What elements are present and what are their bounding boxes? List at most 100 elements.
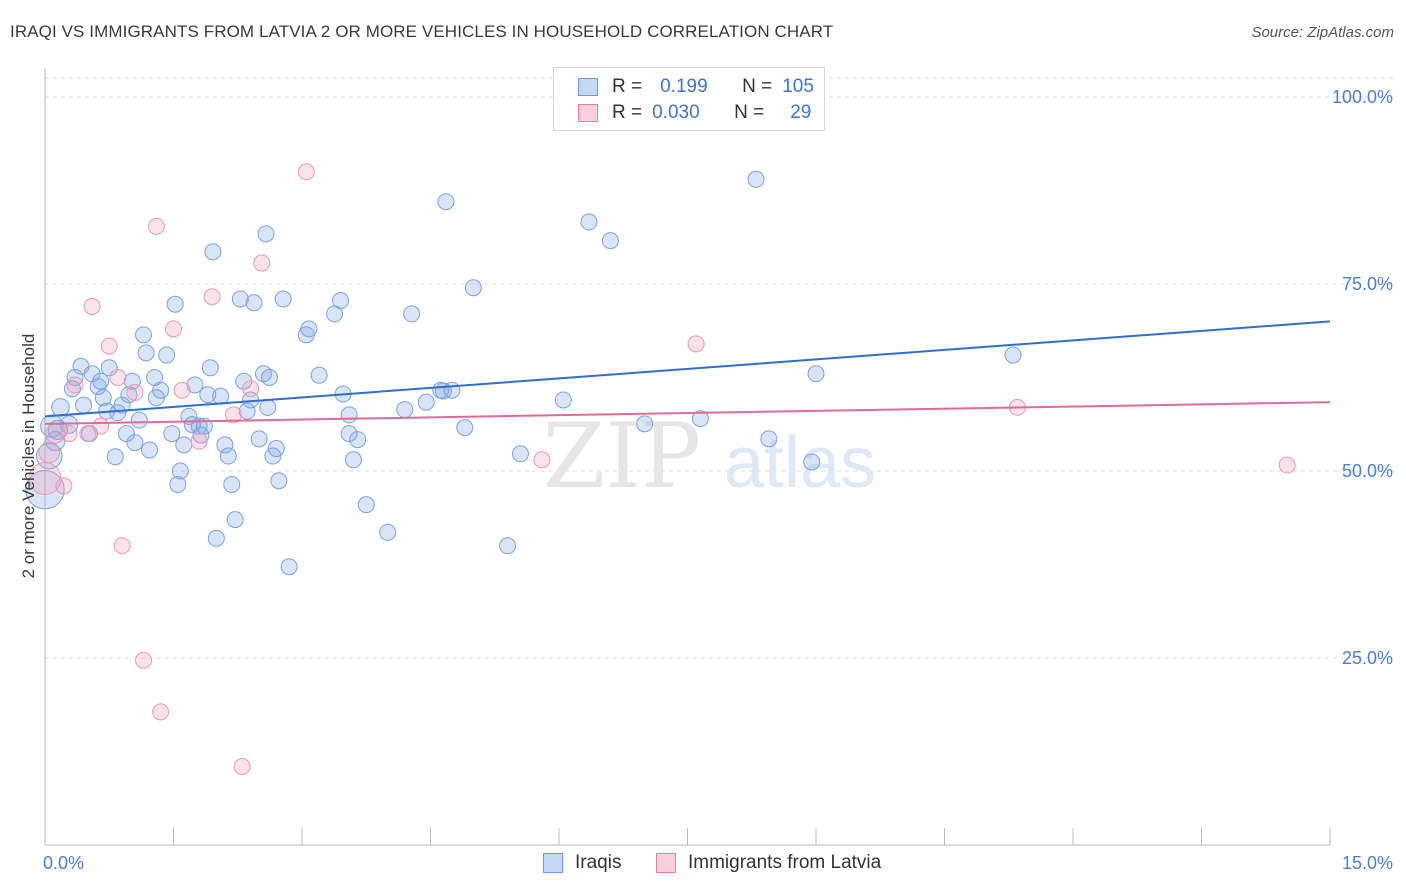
iraqis-point	[250, 430, 268, 448]
latvia-trend-line	[44, 401, 1331, 425]
watermark-atlas: atlas	[724, 423, 876, 503]
latvia-point	[165, 320, 182, 338]
iraqis-point	[201, 359, 219, 377]
iraqis-point	[434, 382, 452, 400]
iraqis-point	[636, 415, 654, 433]
iraqis-point	[464, 279, 482, 297]
iraqis-trend-line	[44, 320, 1331, 418]
latvia-point	[92, 417, 110, 435]
iraqis-point	[135, 326, 153, 344]
legend-label-latvia: Immigrants from Latvia	[688, 852, 882, 873]
grid-lines	[45, 77, 1395, 659]
latvia-point	[55, 477, 73, 495]
latvia-point	[687, 335, 705, 353]
y-tick-label: 100.0%	[1332, 87, 1393, 107]
latvia-point	[147, 217, 165, 235]
iraqis-point	[130, 411, 148, 429]
iraqis-point	[403, 305, 421, 323]
x-tick-label: 0.0%	[43, 853, 84, 873]
iraqis-point	[216, 436, 234, 454]
latvia-point	[1278, 456, 1296, 474]
latvia-points	[28, 163, 1296, 775]
legend-n-label: N =	[742, 76, 773, 97]
iraqis-point	[274, 290, 292, 308]
x-tick-label: 15.0%	[1342, 853, 1393, 873]
y-tick-label: 25.0%	[1342, 648, 1393, 668]
series-legend: Iraqis Immigrants from Latvia	[0, 852, 1406, 878]
iraqis-point	[257, 225, 275, 243]
iraqis-point	[511, 445, 529, 463]
axes	[44, 68, 1331, 846]
iraqis-point	[437, 193, 455, 211]
iraqis-point	[199, 386, 217, 404]
legend-n-value: 105	[782, 76, 814, 97]
watermark-zip: ZIP	[543, 404, 702, 509]
iraqis-point	[357, 496, 375, 514]
iraqis-point	[260, 369, 278, 386]
iraqis-point	[66, 369, 84, 386]
iraqis-point	[803, 453, 821, 471]
iraqis-point	[212, 387, 230, 405]
latvia-point	[190, 432, 208, 450]
iraqis-point	[267, 440, 285, 458]
latvia-point	[79, 425, 97, 443]
latvia-point	[297, 163, 315, 181]
latvia-point	[126, 383, 144, 401]
iraqis-point	[152, 381, 170, 399]
iraqis-point	[349, 431, 367, 449]
iraqis-point	[396, 401, 414, 419]
iraqis-point	[207, 529, 225, 547]
trend-lines	[44, 320, 1331, 425]
iraqis-point	[171, 462, 189, 480]
iraqis-point	[169, 475, 187, 493]
iraqis-point	[51, 398, 70, 417]
iraqis-points	[25, 170, 1022, 576]
iraqis-point	[192, 426, 210, 444]
iraqis-point	[691, 410, 709, 428]
iraqis-point	[226, 511, 244, 529]
legend-swatch-iraqis	[578, 78, 598, 96]
iraqis-point	[204, 243, 222, 261]
legend-row-iraqis: R = 0.199 N = 105	[578, 75, 814, 99]
iraqis-point	[166, 295, 184, 313]
latvia-point	[135, 651, 153, 669]
iraqis-point	[75, 396, 93, 414]
iraqis-point	[340, 425, 358, 443]
latvia-point	[100, 337, 118, 355]
iraqis-point	[344, 451, 362, 469]
latvia-point	[224, 406, 242, 424]
latvia-point	[233, 757, 251, 775]
iraqis-point	[106, 448, 124, 466]
legend-r-value: 0.199	[660, 76, 708, 97]
iraqis-point	[113, 396, 131, 414]
latvia-point	[203, 288, 221, 306]
iraqis-point	[137, 344, 155, 362]
legend-item-iraqis: Iraqis	[543, 852, 621, 874]
legend-n-value: 29	[790, 102, 812, 123]
y-tick-label: 75.0%	[1342, 274, 1393, 294]
legend-r-label: R =	[612, 76, 643, 97]
iraqis-point	[158, 346, 176, 364]
iraqis-point	[245, 294, 263, 312]
legend-label-iraqis: Iraqis	[575, 852, 622, 873]
latvia-point	[533, 451, 551, 469]
correlation-legend: R = 0.199 N = 105 R = 0.030 N = 29	[553, 67, 825, 131]
iraqis-point	[219, 447, 237, 465]
latvia-point	[83, 297, 101, 315]
iraqis-point	[92, 372, 110, 390]
legend-r-value: 0.030	[652, 102, 700, 123]
iraqis-point	[100, 359, 118, 377]
latvia-point	[242, 380, 260, 398]
watermark: ZIP atlas	[543, 404, 876, 509]
iraqis-point	[223, 475, 241, 493]
legend-item-latvia: Immigrants from Latvia	[656, 852, 881, 874]
iraqis-point	[310, 366, 328, 384]
axis-labels: 25.0% 50.0% 75.0% 100.0% 0.0% 15.0% 2 or more …	[19, 87, 1393, 873]
y-axis-title: 2 or more Vehicles in Household	[19, 334, 38, 579]
iraqis-point	[270, 472, 288, 490]
latvia-point	[113, 537, 131, 555]
iraqis-point	[25, 470, 65, 510]
iraqis-point	[760, 430, 778, 448]
latvia-point	[60, 425, 78, 443]
